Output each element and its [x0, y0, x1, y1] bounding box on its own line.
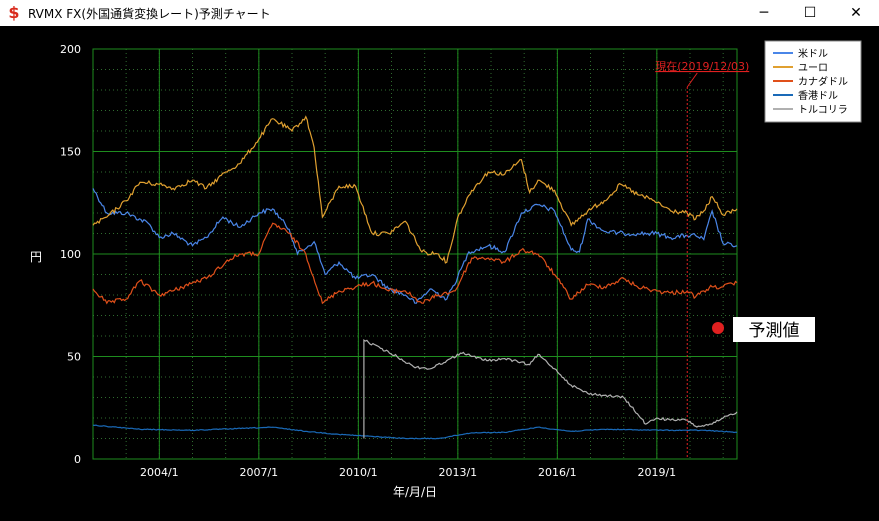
window-title: RVMX FX(外国通貨変換レート)予測チャート	[28, 7, 271, 21]
x-tick-label: 2004/1	[140, 466, 179, 479]
legend-entry: カナダドル	[798, 75, 848, 88]
y-tick-label: 0	[74, 453, 81, 466]
series-line-4	[363, 338, 738, 439]
y-tick-label: 200	[60, 43, 81, 56]
chart-area: 0 50 100 150 200 2004/1 2007/1 2010/1 2013/1 201…	[0, 26, 879, 517]
dollar-sign-icon: $	[8, 3, 20, 22]
y-tick-label: 150	[60, 146, 81, 159]
series-line-0	[92, 188, 738, 304]
fx-forecast-chart: 0 50 100 150 200 2004/1 2007/1 2010/1 2013/1 201…	[30, 40, 862, 499]
series-line-2	[92, 222, 738, 305]
legend-entry: 米ドル	[798, 47, 828, 60]
legend-entry: ユーロ	[798, 63, 828, 74]
legend-entry: 香港ドル	[798, 90, 838, 102]
close-button[interactable]: ✕	[850, 5, 862, 21]
series-line-1	[92, 115, 738, 264]
minimize-button[interactable]: ─	[759, 5, 769, 21]
x-tick-label: 2010/1	[339, 466, 378, 479]
grid	[92, 48, 738, 460]
series-line-3	[92, 424, 738, 440]
forecast-dot	[712, 322, 724, 334]
x-axis-ticks: 2004/1 2007/1 2010/1 2013/1 2016/1 2019/1	[140, 466, 676, 479]
plot-border	[92, 48, 738, 460]
forecast-label-box	[733, 317, 815, 342]
current-date-label: 現在(2019/12/03)	[655, 60, 749, 73]
x-axis-label: 年/月/日	[393, 485, 437, 499]
x-tick-label: 2013/1	[438, 466, 477, 479]
x-tick-label: 2019/1	[637, 466, 676, 479]
y-axis-ticks: 0 50 100 150 200	[60, 43, 81, 466]
y-tick-label: 100	[60, 248, 81, 261]
title-bar: $ RVMX FX(外国通貨変換レート)予測チャート ─ ☐ ✕	[0, 0, 879, 26]
series-lines	[92, 115, 738, 440]
x-tick-label: 2016/1	[538, 466, 577, 479]
forecast-label: 予測値	[749, 321, 800, 341]
y-axis-label: 円	[30, 250, 42, 264]
y-tick-label: 50	[67, 351, 81, 364]
legend-entry: トルコリラ	[798, 104, 848, 116]
maximize-button[interactable]: ☐	[803, 5, 817, 21]
x-tick-label: 2007/1	[239, 466, 278, 479]
current-date-leader	[686, 72, 698, 88]
